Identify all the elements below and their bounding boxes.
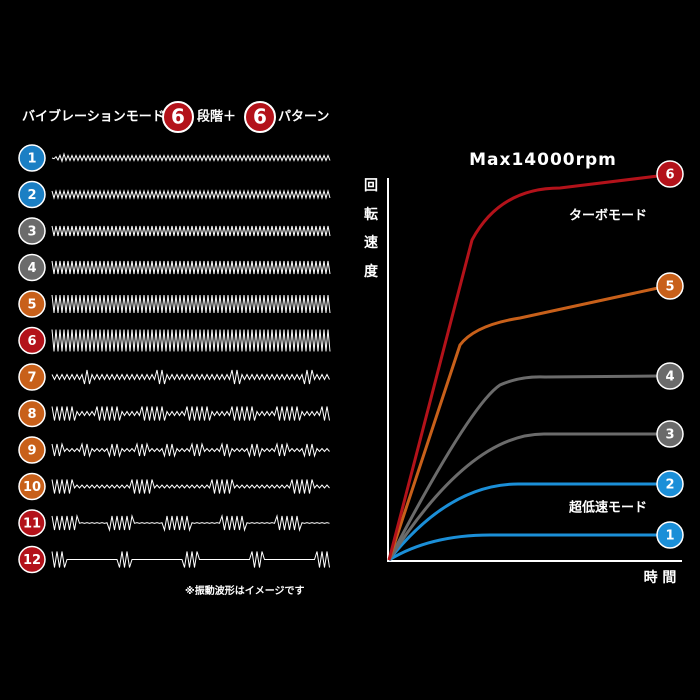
curve-number: 1 [665, 529, 674, 544]
pattern-badge [18, 144, 46, 172]
pattern-badge [18, 180, 46, 209]
curve-number: 3 [665, 428, 674, 443]
pattern-badge [18, 363, 46, 391]
pattern-badge [18, 326, 46, 355]
pattern-number: 8 [27, 407, 36, 422]
waveform [51, 369, 330, 385]
speed-curve [387, 174, 659, 561]
waveform [51, 479, 330, 494]
header-patterns: パターン [278, 110, 329, 125]
chart-title: Max14000rpm [469, 150, 617, 170]
y-label: 速 [364, 234, 378, 251]
waveform [51, 225, 331, 237]
pattern-badge [18, 399, 46, 428]
pattern-badge [18, 545, 46, 574]
pattern-number: 3 [27, 225, 36, 240]
turbo-label: ターボモード [569, 208, 647, 224]
curve-number: 5 [665, 280, 674, 295]
curve-number: 4 [665, 370, 674, 385]
pattern-number: 12 [23, 553, 41, 568]
pattern-badge [18, 290, 46, 318]
slow-label: 超低速モード [569, 500, 647, 516]
pattern-badge [18, 253, 46, 282]
waveform [51, 514, 330, 532]
note: ※振動波形はイメージです [185, 584, 305, 597]
header-badge [244, 101, 276, 133]
y-label: 転 [364, 206, 378, 223]
pattern-number: 1 [27, 152, 36, 167]
pattern-badge [18, 217, 46, 245]
curve-badge [656, 160, 684, 188]
pattern-badge [18, 509, 46, 537]
pattern-number: 5 [27, 298, 36, 313]
x-label: 時 間 [644, 569, 677, 586]
waveform [51, 189, 331, 200]
waveform [51, 152, 331, 164]
pattern-number: 9 [27, 444, 36, 459]
pattern-number: 4 [27, 261, 36, 276]
speed-curve [387, 482, 658, 561]
pattern-badge [18, 436, 46, 464]
y-label: 回 [364, 178, 378, 194]
curve-badge [656, 420, 684, 448]
speed-curve [387, 432, 658, 561]
speed-curve [387, 286, 659, 561]
pattern-number: 11 [23, 517, 41, 532]
pattern-badge [18, 472, 46, 501]
curve-number: 2 [665, 478, 674, 493]
header-patterns-count: 6 [253, 105, 267, 129]
curve-number: 6 [665, 168, 674, 183]
header-mode: バイブレーションモード [22, 109, 165, 125]
waveform [51, 260, 331, 275]
pattern-number: 7 [27, 371, 36, 386]
waveform [51, 329, 331, 352]
speed-curve [387, 374, 659, 561]
pattern-number: 10 [23, 480, 41, 495]
curve-badge [656, 521, 684, 549]
curve-badge [656, 272, 684, 300]
curve-badge [656, 470, 684, 498]
waveform [51, 294, 331, 314]
curve-badge [656, 362, 684, 390]
waveform [51, 442, 330, 458]
pattern-number: 6 [27, 334, 36, 349]
pattern-number: 2 [27, 188, 36, 203]
header-levels-count: 6 [171, 105, 185, 129]
waveform [51, 551, 330, 568]
waveform [51, 406, 330, 421]
y-label: 度 [364, 263, 379, 280]
speed-curve [388, 533, 658, 562]
header-badge [162, 101, 194, 133]
header-levels: 段階＋ [197, 109, 236, 125]
